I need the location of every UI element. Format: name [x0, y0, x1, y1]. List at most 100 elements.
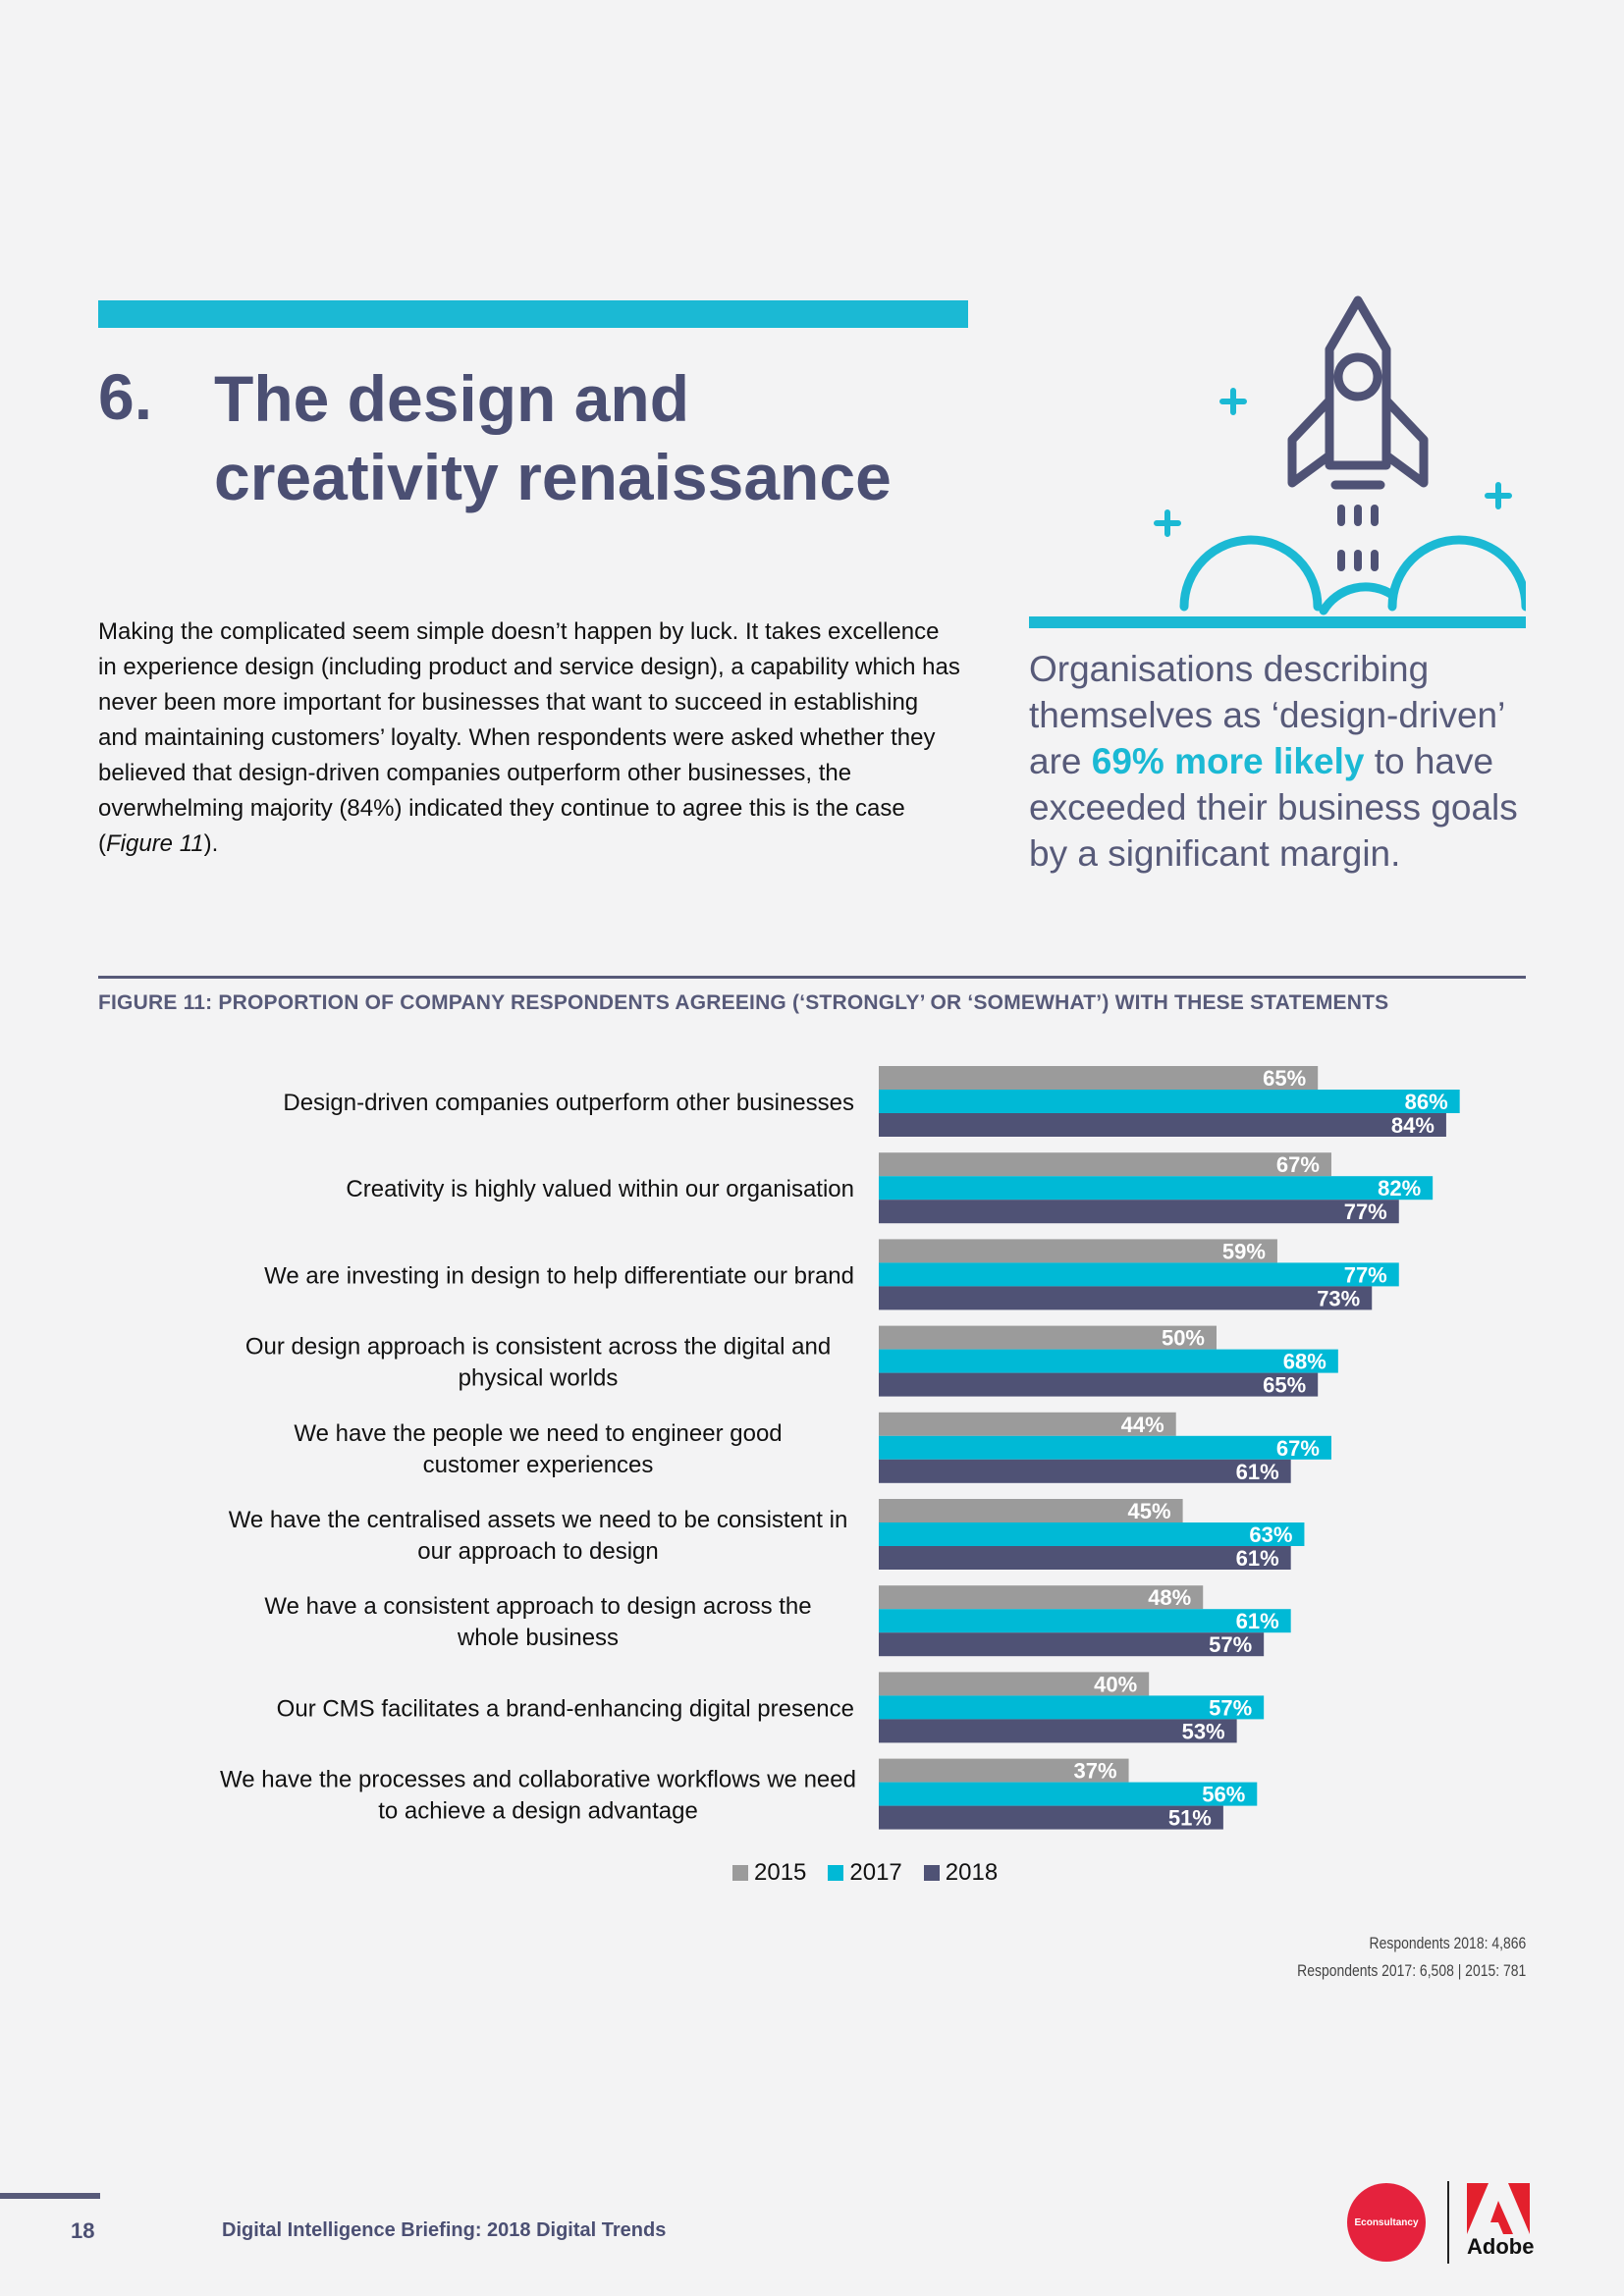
- data-label: 40%: [1094, 1672, 1137, 1696]
- footer-accent-bar: [0, 2193, 100, 2199]
- intro-paragraph: Making the complicated seem simple doesn…: [98, 614, 962, 862]
- category-label: We have the centralised assets we need t…: [229, 1507, 848, 1533]
- bar-2018: [879, 1286, 1373, 1310]
- respondents-2017-2015: Respondents 2017: 6,508 | 2015: 781: [1296, 1961, 1526, 1980]
- data-label: 57%: [1209, 1632, 1252, 1657]
- data-label: 65%: [1263, 1066, 1306, 1091]
- bar-2015: [879, 1239, 1277, 1263]
- bar-2015: [879, 1325, 1217, 1350]
- legend-swatch: [923, 1865, 940, 1881]
- data-label: 37%: [1074, 1759, 1117, 1784]
- bar-2015: [879, 1758, 1129, 1783]
- section-accent-bar: [98, 300, 968, 328]
- bar-2017: [879, 1609, 1291, 1633]
- data-label: 53%: [1182, 1719, 1225, 1743]
- respondents-2018: Respondents 2018: 4,866: [1369, 1934, 1526, 1952]
- data-label: 63%: [1249, 1522, 1292, 1547]
- bar-2017: [879, 1782, 1258, 1806]
- logo-divider: [1447, 2181, 1449, 2264]
- category-label: our approach to design: [417, 1538, 659, 1565]
- data-label: 73%: [1317, 1286, 1360, 1310]
- intro-text: Making the complicated seem simple doesn…: [98, 618, 960, 857]
- category-label: to achieve a design advantage: [378, 1798, 698, 1825]
- data-label: 65%: [1263, 1373, 1306, 1398]
- bar-2017: [879, 1090, 1460, 1113]
- data-label: 67%: [1276, 1436, 1320, 1461]
- chart-legend: 2015 2017 2018: [732, 1859, 998, 1887]
- bar-2018: [879, 1546, 1291, 1570]
- figure-reference: Figure 11: [106, 830, 204, 857]
- bar-2017: [879, 1695, 1265, 1720]
- bar-2017: [879, 1522, 1305, 1546]
- bar-2017: [879, 1176, 1434, 1201]
- legend-swatch: [732, 1865, 748, 1881]
- bar-2018: [879, 1805, 1223, 1830]
- data-label: 44%: [1121, 1413, 1164, 1437]
- category-label: We have a consistent approach to design …: [264, 1593, 811, 1620]
- category-label: customer experiences: [423, 1452, 654, 1478]
- data-label: 86%: [1405, 1090, 1448, 1114]
- category-label: Design-driven companies outperform other…: [283, 1090, 854, 1116]
- legend-item: 2018: [923, 1859, 999, 1887]
- bar-2015: [879, 1672, 1150, 1696]
- figure-title: FIGURE 11: PROPORTION OF COMPANY RESPOND…: [98, 991, 1389, 1014]
- legend-item: 2017: [828, 1859, 902, 1887]
- data-label: 77%: [1344, 1262, 1387, 1287]
- bar-2017: [879, 1349, 1338, 1373]
- bar-2015: [879, 1412, 1176, 1436]
- legend-swatch: [828, 1865, 844, 1881]
- footer-title: Digital Intelligence Briefing: 2018 Digi…: [222, 2219, 667, 2241]
- callout-before: Organisations describing themselves as ‘…: [1029, 649, 1504, 781]
- page-number: 18: [71, 2218, 95, 2243]
- category-label: Our design approach is consistent across…: [245, 1334, 831, 1361]
- bar-2018: [879, 1459, 1291, 1483]
- section-number: 6.: [98, 360, 153, 433]
- legend-label: 2018: [945, 1859, 999, 1886]
- data-label: 45%: [1128, 1499, 1171, 1523]
- data-label: 48%: [1148, 1585, 1191, 1610]
- data-label: 84%: [1391, 1113, 1435, 1138]
- data-label: 57%: [1209, 1695, 1252, 1720]
- bar-2015: [879, 1152, 1331, 1177]
- figure-divider: [98, 976, 1526, 979]
- bar-2015: [879, 1585, 1204, 1610]
- data-label: 82%: [1378, 1176, 1421, 1201]
- intro-text-end: ).: [203, 830, 219, 857]
- bar-2018: [879, 1372, 1319, 1397]
- data-label: 68%: [1283, 1350, 1326, 1374]
- data-label: 59%: [1222, 1239, 1266, 1263]
- adobe-logo-icon: [1467, 2183, 1530, 2234]
- category-label: We have the processes and collaborative …: [220, 1767, 856, 1793]
- data-label: 67%: [1276, 1152, 1320, 1177]
- section-title: The design and creativity renaissance: [214, 362, 892, 513]
- bar-2015: [879, 1499, 1183, 1522]
- category-label: We have the people we need to engineer g…: [294, 1420, 782, 1447]
- bar-2018: [879, 1200, 1399, 1224]
- category-label: Creativity is highly valued within our o…: [346, 1176, 854, 1202]
- bar-2017: [879, 1435, 1331, 1460]
- data-label: 77%: [1344, 1200, 1387, 1224]
- bar-2017: [879, 1262, 1399, 1287]
- rocket-icon: [1029, 295, 1526, 628]
- callout-text: Organisations describing themselves as ‘…: [1029, 646, 1530, 877]
- bar-2018: [879, 1113, 1446, 1137]
- bar-2018: [879, 1719, 1237, 1743]
- legend-item: 2015: [732, 1859, 806, 1887]
- callout-after: to have exceeded their business goals by…: [1029, 741, 1518, 874]
- category-label: physical worlds: [459, 1365, 619, 1392]
- econsultancy-logo-text: Econsultancy: [1354, 2216, 1419, 2228]
- adobe-wordmark: Adobe: [1467, 2234, 1535, 2259]
- callout-highlight: 69% more likely: [1091, 741, 1365, 781]
- bar-chart: Design-driven companies outperform other…: [220, 1066, 1460, 1831]
- legend-label: 2015: [754, 1859, 807, 1886]
- respondents-note: Respondents 2018: 4,866 Respondents 2017…: [1297, 1930, 1526, 1985]
- data-label: 51%: [1168, 1806, 1212, 1831]
- econsultancy-logo: Econsultancy: [1347, 2183, 1426, 2262]
- data-label: 61%: [1236, 1546, 1279, 1571]
- category-label: Our CMS facilitates a brand-enhancing di…: [277, 1695, 854, 1722]
- category-label: whole business: [457, 1625, 619, 1651]
- data-label: 61%: [1236, 1460, 1279, 1484]
- data-label: 61%: [1236, 1609, 1279, 1633]
- legend-label: 2017: [849, 1859, 902, 1886]
- data-label: 56%: [1202, 1783, 1245, 1807]
